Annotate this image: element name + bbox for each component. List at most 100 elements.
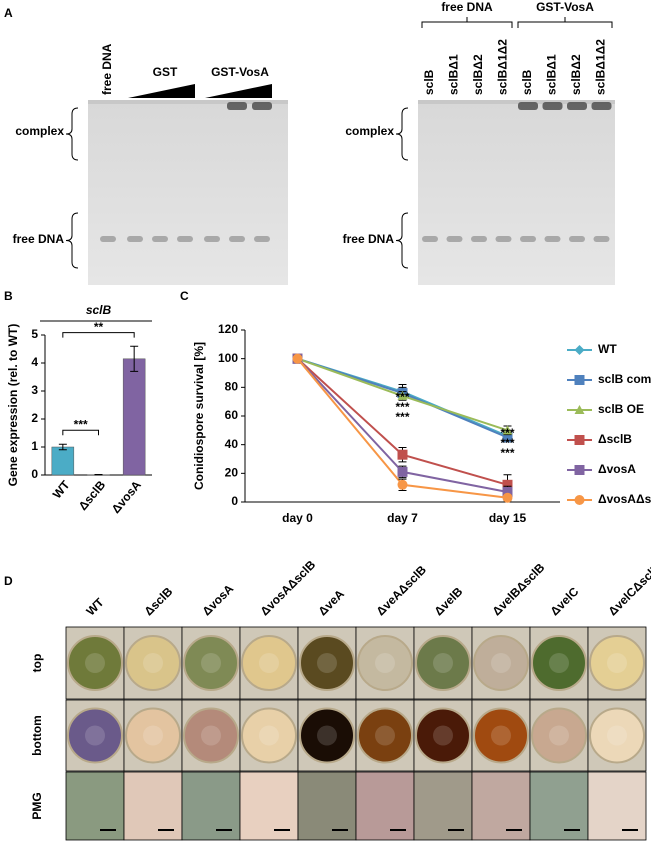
- lane-label: sclBΔ2: [471, 54, 485, 95]
- significance-label: ***: [74, 417, 88, 431]
- y-tick-label: 4: [31, 355, 38, 369]
- dna-band: [204, 236, 220, 242]
- colony: [415, 707, 471, 764]
- micrograph: [239, 771, 299, 841]
- y-tick-label: 5: [31, 327, 38, 341]
- strain-label: ΔveA: [315, 587, 347, 619]
- error-bar: [94, 473, 103, 476]
- marker: [292, 353, 303, 364]
- group-bracket: [517, 17, 613, 28]
- bar: [122, 358, 146, 476]
- colony: [531, 707, 587, 764]
- y-tick-label: 100: [218, 351, 238, 365]
- row-label: top: [30, 654, 44, 673]
- dna-band: [520, 236, 536, 242]
- micrograph: [587, 771, 647, 841]
- brace: [65, 212, 79, 269]
- colony-center: [607, 725, 627, 746]
- significance-label: ***: [395, 390, 409, 404]
- colony-center: [85, 653, 105, 673]
- marker: [397, 390, 408, 400]
- legend-label: sclB comp: [598, 372, 651, 386]
- colony: [125, 635, 181, 691]
- marker: [397, 479, 408, 490]
- strain-label: ΔveAΔsclB: [373, 563, 429, 619]
- colony-center: [201, 725, 221, 746]
- lane-label: sclBΔ1: [545, 54, 559, 95]
- dna-band: [593, 236, 610, 242]
- dna-band: [422, 236, 438, 242]
- colony: [415, 635, 471, 691]
- colony-center: [85, 725, 105, 746]
- y-tick-label: 120: [218, 322, 238, 336]
- colony: [357, 707, 413, 764]
- colony: [473, 635, 529, 691]
- marker: [397, 449, 408, 460]
- colony-center: [491, 653, 511, 673]
- bar: [51, 446, 75, 476]
- legend-marker: [574, 435, 585, 445]
- legend-marker: [574, 495, 585, 505]
- significance-label: ***: [500, 426, 514, 440]
- micrograph: [529, 771, 589, 841]
- row-label: complex: [15, 124, 64, 138]
- panel-label: D: [4, 574, 13, 588]
- x-tick-label: ΔsclB: [76, 478, 109, 513]
- group-label: GST-VosA: [536, 0, 594, 14]
- legend-marker: [574, 375, 585, 385]
- significance-label: ***: [500, 436, 514, 450]
- micrograph: [123, 771, 183, 841]
- legend-marker: [574, 465, 585, 475]
- dna-band: [100, 236, 116, 242]
- strain-label: ΔsclB: [141, 584, 175, 618]
- colony: [125, 707, 181, 764]
- panel-label: C: [180, 289, 189, 303]
- row-label: free DNA: [343, 232, 395, 246]
- colony-center: [143, 653, 163, 673]
- strain-label: ΔvelC: [547, 584, 581, 618]
- y-axis-label: Gene expression (rel. to WT): [6, 324, 20, 487]
- colony: [183, 707, 239, 764]
- brace: [65, 107, 79, 161]
- group-label: GST: [153, 65, 178, 79]
- marker: [397, 466, 408, 477]
- lane-label: sclB: [520, 69, 534, 95]
- legend-label: ΔvosA: [598, 462, 636, 476]
- micrograph: [65, 771, 125, 841]
- complex-band: [227, 102, 247, 110]
- y-tick-label: 2: [31, 411, 38, 425]
- x-tick-label: ΔvosA: [109, 478, 144, 516]
- micrograph: [471, 771, 531, 841]
- colony-center: [433, 725, 453, 746]
- gel-well: [88, 100, 288, 104]
- strain-label: ΔvelB: [431, 584, 465, 618]
- marker: [502, 432, 513, 443]
- colony: [241, 635, 297, 691]
- lane-label: sclBΔ1Δ2: [496, 39, 510, 95]
- strain-label: WT: [83, 595, 107, 619]
- y-tick-label: 20: [225, 466, 239, 480]
- chart-title: sclB: [86, 303, 112, 317]
- gel-image: [418, 100, 615, 285]
- marker: [502, 486, 513, 497]
- legend-label: ΔsclB: [598, 432, 632, 446]
- colony: [299, 635, 355, 691]
- colony: [357, 635, 413, 691]
- micrograph: [413, 771, 473, 841]
- row-label: free DNA: [13, 232, 65, 246]
- error-bar: [130, 345, 139, 372]
- y-tick-label: 40: [225, 437, 239, 451]
- brace: [395, 212, 409, 269]
- complex-band: [542, 102, 563, 110]
- legend-label: ΔvosAΔsclB: [598, 492, 651, 506]
- x-tick-label: day 15: [489, 511, 527, 525]
- y-tick-label: 0: [231, 494, 238, 508]
- colony-center: [317, 725, 337, 746]
- colony-center: [491, 725, 511, 746]
- micrograph: [297, 771, 357, 841]
- dna-band: [495, 236, 512, 242]
- micrograph: [181, 771, 241, 841]
- gradient-wedge: [128, 84, 195, 98]
- lane-label: sclBΔ2: [569, 54, 583, 95]
